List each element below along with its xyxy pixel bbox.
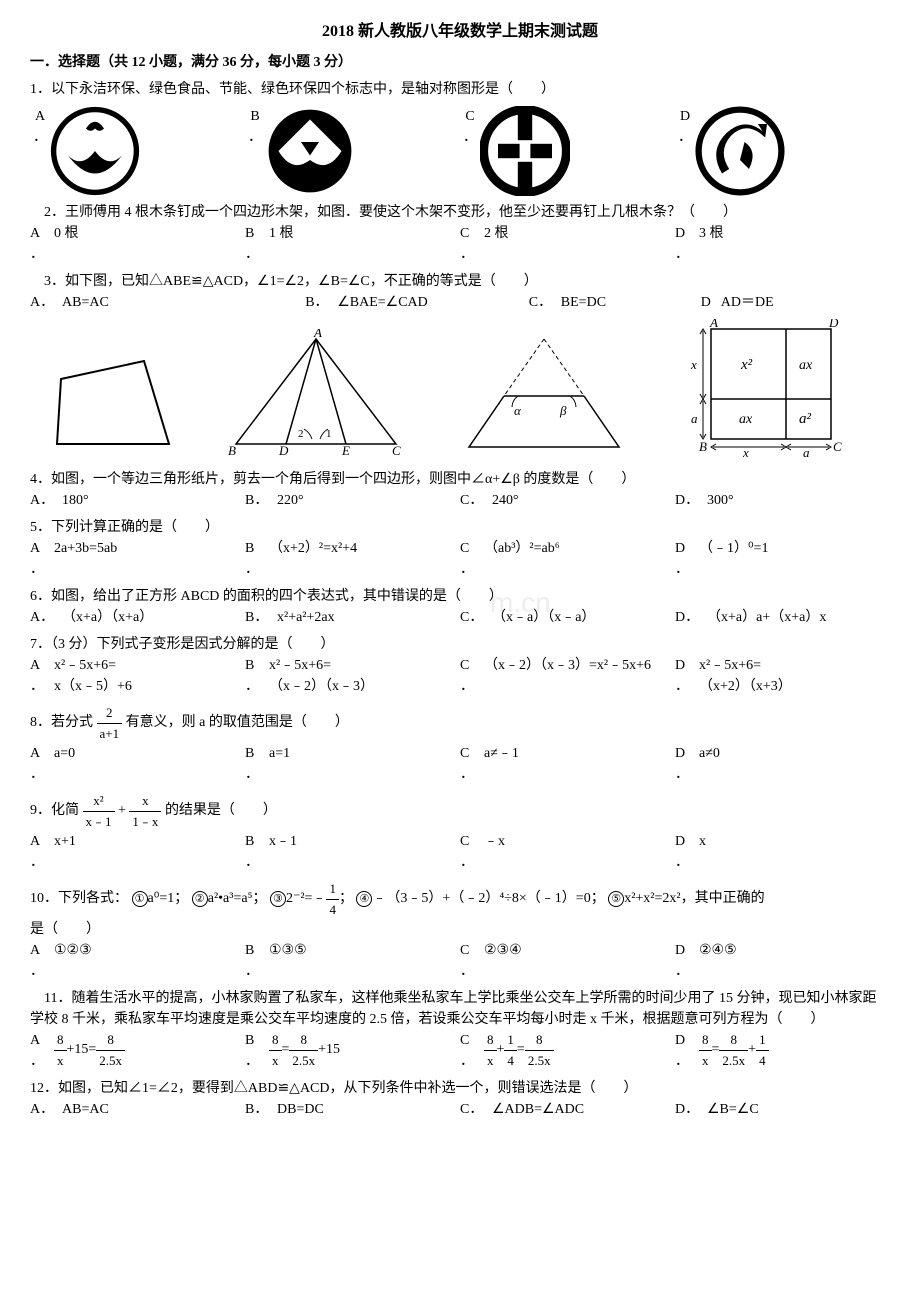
q2-options: A．0 根 B．1 根 C．2 根 D．3 根 [30, 223, 890, 265]
svg-text:a²: a² [799, 411, 812, 427]
opt-label: C． [460, 106, 480, 148]
logo-d-icon [695, 106, 785, 196]
q12-options: A．AB=AC B．DB=DC C．∠ADB=∠ADC D．∠B=∠C [30, 1099, 890, 1120]
opt-label: A． [30, 106, 50, 148]
q11-options: A．8x+15=82.5xB．8x=82.5x+15C．8x+14=82.5xD… [30, 1030, 890, 1072]
svg-text:2: 2 [298, 428, 304, 440]
svg-text:x²: x² [740, 357, 753, 373]
q8-options: A．a=0 B．a=1 C．a≠﹣1 D．a≠0 [30, 743, 890, 785]
question-2: 2．王师傅用 4 根木条钉成一个四边形木架，如图．要使这个木架不变形，他至少还要… [30, 202, 890, 223]
svg-text:D: D [278, 443, 289, 458]
q4-options: A．180° B．220° C．240° D．300° [30, 490, 890, 511]
logo-c-icon [480, 106, 570, 196]
question-9: 9．化简 x²x﹣1 + x1﹣x 的结果是（ ） [30, 791, 890, 831]
q6-options: A．（x+a）（x+a） B．x²+a²+2ax C．（x﹣a）（x﹣a） D．… [30, 607, 890, 628]
svg-text:B: B [228, 443, 236, 458]
question-4: 4．如图，一个等边三角形纸片，剪去一个角后得到一个四边形，则图中∠α+∠β 的度… [30, 469, 890, 490]
question-6: 6．如图，给出了正方形 ABCD 的面积的四个表达式，其中错误的是（ ） [30, 586, 890, 607]
logo-b-icon [265, 106, 355, 196]
q9-options: A．x+1 B．x﹣1 C．﹣x D．x [30, 831, 890, 873]
question-8: 8．若分式 2a+1 有意义，则 a 的取值范围是（ ） [30, 703, 890, 743]
section-heading: 一．选择题（共 12 小题，满分 36 分，每小题 3 分） [30, 52, 890, 73]
svg-text:α: α [514, 403, 522, 418]
figures-row: A B D E C 2 1 α β A D B C x² ax ax a² x [30, 319, 890, 459]
question-10-tail: 是（ ） [30, 919, 890, 940]
q1-options-row: A． B． C． D． [30, 106, 890, 196]
question-5: 5．下列计算正确的是（ ） [30, 517, 890, 538]
svg-text:A: A [313, 329, 322, 340]
svg-text:C: C [392, 443, 401, 458]
cut-triangle-figure: α β [454, 329, 634, 459]
svg-text:A: A [709, 319, 718, 330]
q3-options: A．AB=AC B．∠BAE=∠CAD C．BE=DC DAD＝DE [30, 292, 890, 313]
square-area-figure: A D B C x² ax ax a² x a x a [671, 319, 871, 459]
quadrilateral-figure [49, 349, 179, 459]
svg-text:β: β [559, 403, 567, 418]
opt-label: B． [245, 106, 265, 148]
q10-options: A．①②③B．①③⑤C．②③④D．②④⑤ [30, 940, 890, 982]
svg-text:x: x [742, 445, 749, 459]
svg-text:E: E [341, 443, 350, 458]
question-7: 7．（3 分）下列式子变形是因式分解的是（ ） [30, 634, 890, 655]
svg-text:a: a [803, 445, 810, 459]
opt-label: D． [675, 106, 695, 148]
question-11: 11．随着生活水平的提高，小林家购置了私家车，这样他乘坐私家车上学比乘坐公交车上… [30, 988, 890, 1030]
q7-options: A．x²﹣5x+6= x（x﹣5）+6B．x²﹣5x+6= （x﹣2）（x﹣3）… [30, 655, 890, 697]
question-3: 3．如下图，已知△ABE≌△ACD，∠1=∠2，∠B=∠C，不正确的等式是（ ） [30, 271, 890, 292]
svg-text:ax: ax [799, 358, 813, 373]
triangle-abe-acd-figure: A B D E C 2 1 [216, 329, 416, 459]
svg-text:1: 1 [326, 428, 332, 440]
page-title: 2018 新人教版八年级数学上期末测试题 [30, 20, 890, 44]
q5-options: A．2a+3b=5ab B．（x+2）²=x²+4 C．（ab³）²=ab⁶ D… [30, 538, 890, 580]
question-12: 12．如图，已知∠1=∠2，要得到△ABD≌△ACD，从下列条件中补选一个，则错… [30, 1078, 890, 1099]
question-1: 1．以下永洁环保、绿色食品、节能、绿色环保四个标志中，是轴对称图形是（ ） [30, 79, 890, 100]
svg-text:C: C [833, 439, 842, 454]
svg-text:ax: ax [739, 412, 753, 427]
svg-text:a: a [691, 411, 698, 426]
svg-text:x: x [690, 357, 697, 372]
svg-text:B: B [699, 439, 707, 454]
question-10: 10．下列各式： ①a⁰=1； ②a²•a³=a⁵； ③2⁻²=﹣14； ④﹣（… [30, 879, 890, 919]
logo-a-icon [50, 106, 140, 196]
svg-text:D: D [828, 319, 839, 330]
